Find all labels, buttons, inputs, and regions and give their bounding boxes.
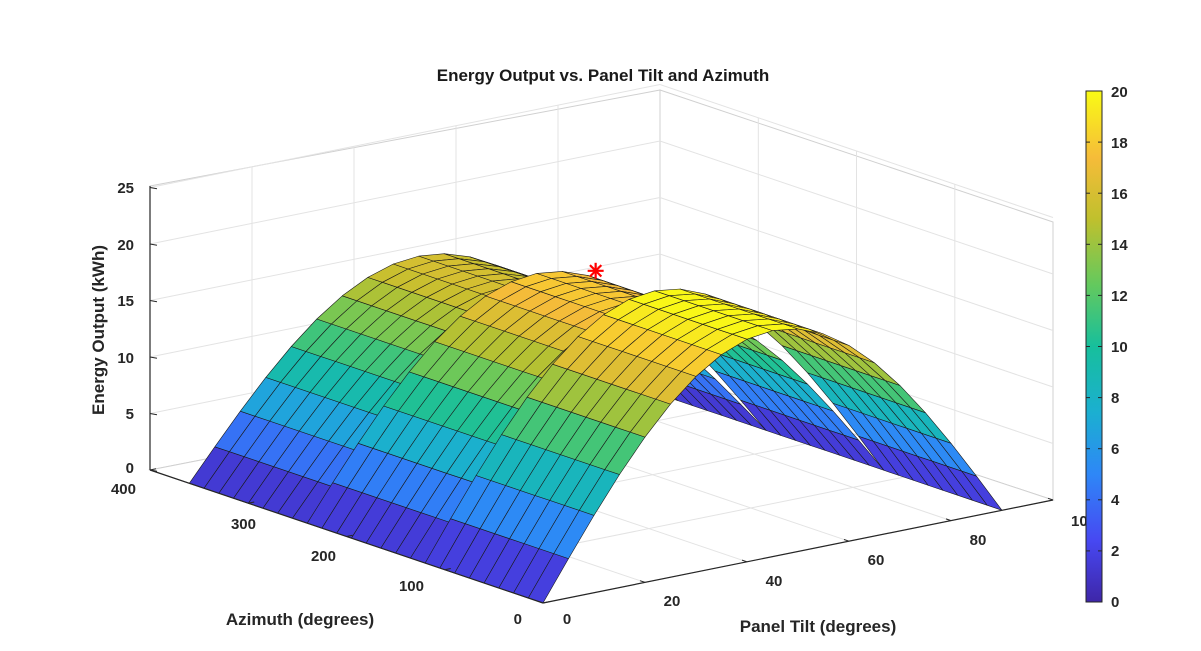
x-tick-label: 0 (563, 611, 571, 628)
x-tick-label: 20 (664, 593, 681, 610)
colorbar-tick-label: 14 (1111, 237, 1128, 254)
z-tick-mark (149, 300, 158, 303)
z-tick-label: 10 (117, 350, 134, 367)
colorbar-ticks (1086, 90, 1102, 603)
x-tick-mark (537, 600, 544, 604)
x-tick-mark (1047, 497, 1054, 501)
z-tick-mark (149, 356, 158, 359)
z-tick-mark (149, 187, 158, 190)
axis-tick-marks (149, 187, 1054, 604)
optimum-marker (587, 262, 604, 279)
y-tick-labels: 0 100 200 300 400 (111, 481, 522, 628)
y-tick-label: 300 (231, 516, 256, 533)
x-tick-mark (945, 518, 952, 522)
colorbar-tick-label: 18 (1111, 135, 1128, 152)
z-axis-label: Energy Output (kWh) (89, 245, 108, 415)
colorbar-tick-label: 8 (1111, 390, 1119, 407)
energy-surface (189, 253, 1003, 604)
colorbar-tick-label: 12 (1111, 288, 1128, 305)
y-tick-label: 400 (111, 481, 136, 498)
colorbar-tick-label: 4 (1111, 492, 1120, 509)
z-tick-mark (149, 243, 158, 246)
x-tick-mark (741, 559, 748, 563)
z-tick-label: 5 (126, 406, 134, 423)
colorbar-tick-label: 6 (1111, 441, 1119, 458)
x-tick-label: 60 (868, 552, 885, 569)
x-tick-label: 40 (766, 573, 783, 590)
y-tick-label: 100 (399, 578, 424, 595)
surface-patch (843, 434, 885, 471)
colorbar: 0 2 4 6 8 10 12 14 16 18 20 (1085, 84, 1128, 611)
y-tick-mark (149, 468, 157, 471)
y-tick-mark (346, 534, 353, 537)
surface-patch (961, 470, 1003, 511)
colorbar-tick-label: 0 (1111, 594, 1119, 611)
grid-line (149, 83, 1054, 218)
z-tick-label: 0 (126, 460, 134, 477)
y-tick-label: 200 (311, 548, 336, 565)
z-tick-label: 20 (117, 237, 134, 254)
colorbar-tick-label: 16 (1111, 186, 1128, 203)
y-tick-mark (248, 501, 255, 504)
y-tick-label: 0 (514, 611, 522, 628)
z-tick-label: 15 (117, 293, 134, 310)
marker-stroke (589, 264, 603, 278)
colorbar-tick-label: 2 (1111, 543, 1119, 560)
surface-patch (725, 398, 767, 431)
colorbar-tick-label: 10 (1111, 339, 1128, 356)
colorbar-tick-label: 20 (1111, 84, 1128, 101)
x-tick-mark (639, 580, 646, 583)
chart-title: Energy Output vs. Panel Tilt and Azimuth (437, 66, 769, 85)
z-tick-label: 25 (117, 180, 134, 197)
y-axis-label: Azimuth (degrees) (226, 610, 374, 629)
grid-line (149, 140, 1054, 275)
x-tick-label: 80 (970, 532, 987, 549)
y-tick-mark (444, 568, 451, 571)
x-tick-mark (843, 539, 850, 542)
grid-line (149, 196, 1054, 331)
y-tick-mark (542, 601, 550, 604)
z-tick-labels: 0 5 10 15 20 25 (117, 180, 134, 477)
z-tick-mark (149, 413, 158, 416)
x-axis-label: Panel Tilt (degrees) (740, 617, 897, 636)
